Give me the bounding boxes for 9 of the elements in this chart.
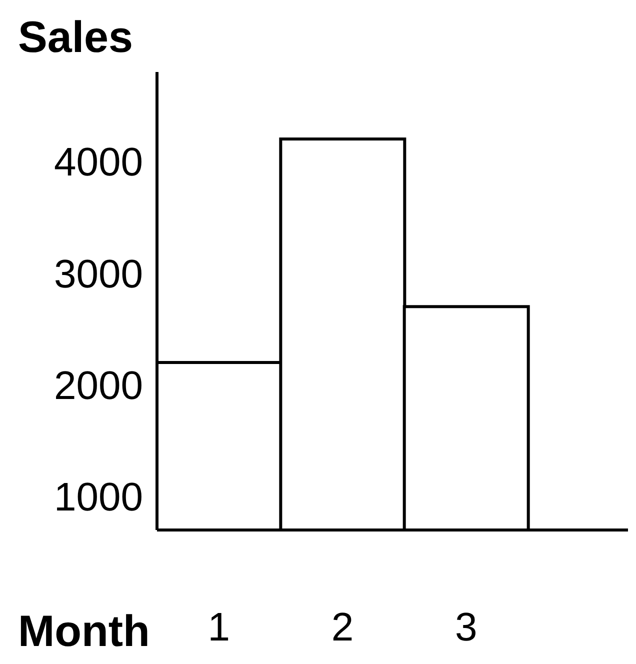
- y-tick-label: 2000: [54, 364, 143, 408]
- y-tick-label: 4000: [54, 140, 143, 185]
- y-axis-title: Sales: [18, 13, 133, 62]
- y-tick-label: 1000: [54, 476, 143, 520]
- x-tick-label: 3: [455, 605, 478, 650]
- x-axis-title: Month: [18, 607, 150, 656]
- y-tick-label: 3000: [54, 252, 143, 296]
- x-tick-label: 2: [331, 605, 354, 650]
- x-tick-label: 1: [208, 605, 230, 650]
